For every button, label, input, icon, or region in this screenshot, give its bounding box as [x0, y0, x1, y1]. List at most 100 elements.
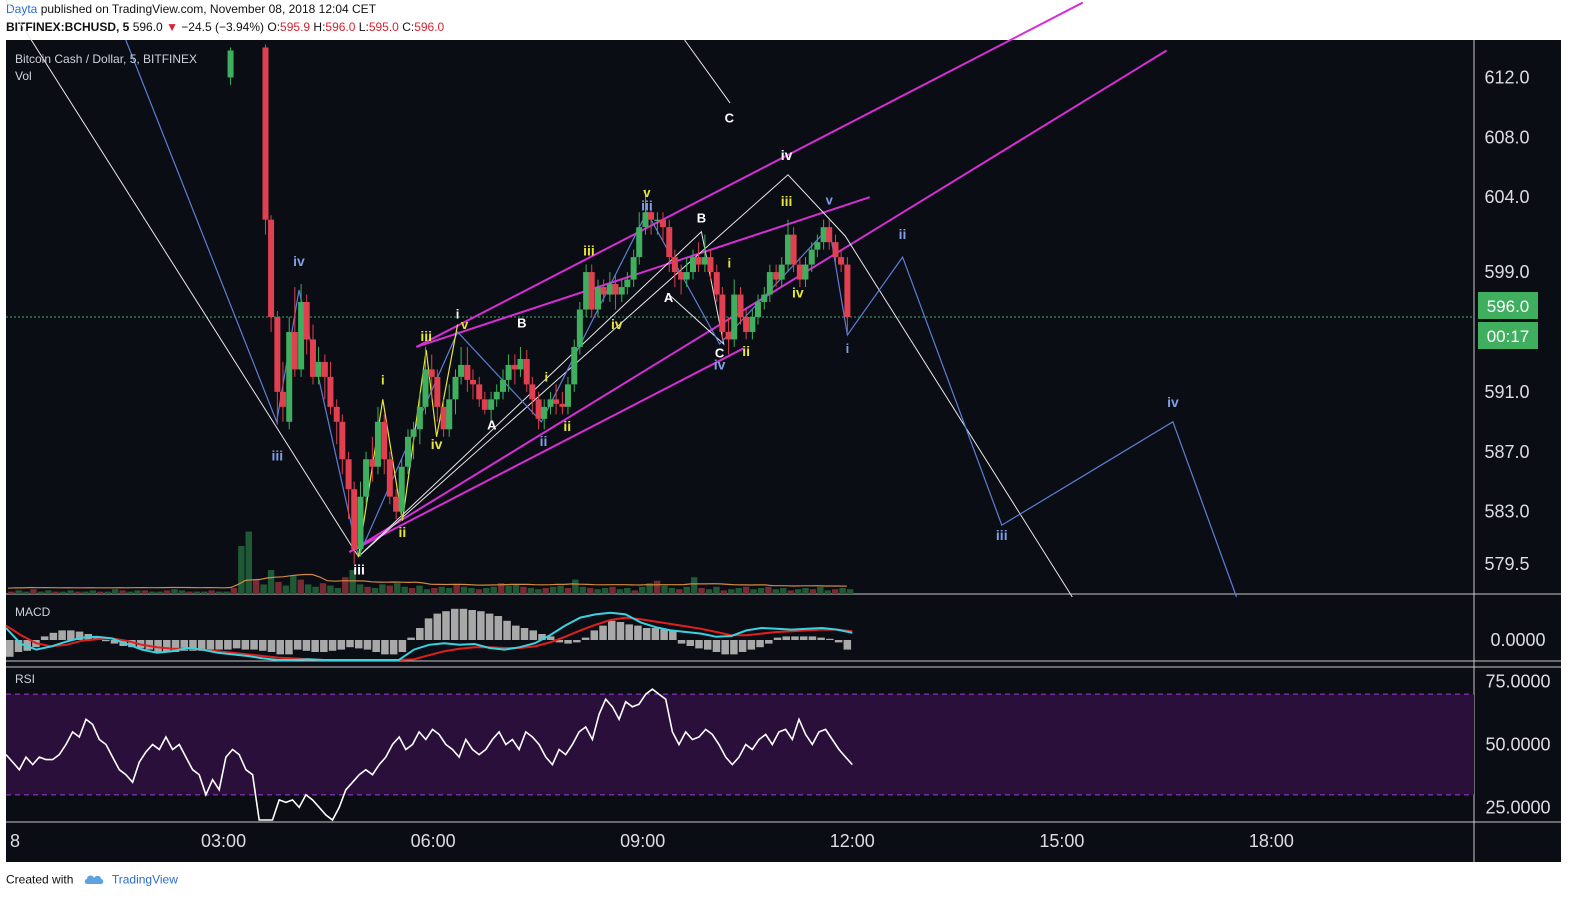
candle-body[interactable] [291, 331, 298, 370]
candle-body[interactable] [523, 358, 530, 385]
candle-body[interactable] [357, 496, 364, 550]
candle-body[interactable] [298, 302, 305, 370]
candle-body[interactable] [713, 272, 720, 295]
candle-body[interactable] [481, 399, 488, 410]
candles[interactable] [227, 44, 851, 565]
candle-body[interactable] [493, 391, 500, 400]
candle-body[interactable] [606, 284, 613, 295]
candle-body[interactable] [785, 234, 792, 265]
candle-body[interactable] [339, 421, 346, 460]
candle-body[interactable] [754, 302, 761, 317]
candle-body[interactable] [321, 361, 328, 377]
candle-body[interactable] [315, 361, 322, 377]
candle-body[interactable] [393, 496, 400, 512]
candle-body[interactable] [600, 287, 607, 295]
candle-body[interactable] [446, 399, 453, 430]
candle-body[interactable] [707, 257, 714, 273]
candle-body[interactable] [309, 339, 316, 377]
candle-body[interactable] [743, 317, 750, 332]
candle-body[interactable] [434, 376, 441, 407]
candle-body[interactable] [630, 257, 637, 280]
candle-body[interactable] [790, 234, 797, 265]
candle-body[interactable] [624, 279, 631, 288]
candle-body[interactable] [286, 331, 293, 422]
candle-body[interactable] [363, 459, 370, 497]
candle-body[interactable] [659, 219, 666, 228]
candle-body[interactable] [826, 227, 833, 243]
candle-body[interactable] [428, 369, 435, 377]
candle-body[interactable] [511, 364, 518, 370]
candle-body[interactable] [416, 406, 423, 430]
candle-body[interactable] [583, 272, 590, 310]
tradingview-link[interactable]: TradingView [111, 872, 178, 887]
candle-body[interactable] [374, 421, 381, 467]
candle-body[interactable] [227, 50, 234, 78]
candle-body[interactable] [499, 379, 506, 392]
candle-body[interactable] [766, 272, 773, 295]
candle-body[interactable] [683, 272, 690, 280]
candle-body[interactable] [761, 294, 768, 303]
candle-body[interactable] [476, 384, 483, 400]
candle-body[interactable] [838, 257, 845, 265]
candle-body[interactable] [690, 257, 697, 273]
candle-body[interactable] [642, 212, 649, 228]
candle-body[interactable] [576, 309, 583, 347]
candle-body[interactable] [535, 399, 542, 419]
candle-body[interactable] [327, 376, 334, 407]
candle-body[interactable] [369, 459, 376, 467]
candle-body[interactable] [410, 429, 417, 437]
candle-body[interactable] [386, 459, 393, 497]
candle-body[interactable] [671, 257, 678, 273]
candle-body[interactable] [778, 264, 785, 280]
candle-body[interactable] [345, 459, 352, 490]
candle-body[interactable] [553, 399, 560, 404]
candle-body[interactable] [488, 399, 495, 410]
candle-body[interactable] [422, 369, 429, 407]
candle-body[interactable] [464, 364, 471, 380]
candle-body[interactable] [749, 317, 756, 332]
candle-body[interactable] [351, 489, 358, 550]
candle-body[interactable] [808, 249, 815, 265]
candle-body[interactable] [458, 364, 465, 377]
candle-body[interactable] [564, 384, 571, 407]
candle-body[interactable] [333, 406, 340, 422]
candle-body[interactable] [452, 376, 459, 400]
candle-body[interactable] [279, 391, 286, 407]
candle-body[interactable] [844, 264, 851, 317]
candle-body[interactable] [559, 403, 566, 407]
candle-body[interactable] [737, 294, 744, 317]
candle-body[interactable] [814, 242, 821, 250]
candle-body[interactable] [469, 379, 476, 385]
candle-body[interactable] [505, 364, 512, 380]
candle-body[interactable] [398, 466, 405, 512]
candle-body[interactable] [832, 242, 839, 258]
candle-body[interactable] [571, 346, 578, 385]
candle-body[interactable] [274, 317, 281, 392]
candle-body[interactable] [796, 264, 803, 280]
candle-body[interactable] [618, 287, 625, 295]
candle-body[interactable] [695, 257, 702, 265]
candle-body[interactable] [529, 384, 536, 400]
candle-body[interactable] [719, 294, 726, 332]
candle-body[interactable] [262, 47, 269, 220]
candle-body[interactable] [588, 272, 595, 310]
candle-body[interactable] [636, 227, 643, 258]
tradingview-logo-icon[interactable] [83, 872, 105, 889]
candle-body[interactable] [802, 264, 809, 280]
candle-body[interactable] [678, 272, 685, 280]
candle-body[interactable] [517, 358, 524, 370]
candle-body[interactable] [303, 302, 310, 340]
candle-body[interactable] [731, 294, 738, 340]
candle-body[interactable] [725, 331, 732, 340]
candle-body[interactable] [440, 406, 447, 430]
candle-body[interactable] [595, 287, 601, 310]
candle-body[interactable] [268, 219, 275, 317]
candle-body[interactable] [773, 272, 780, 280]
candle-body[interactable] [547, 399, 554, 407]
candle-body[interactable] [404, 436, 411, 467]
candle-body[interactable] [612, 284, 619, 295]
candle-body[interactable] [648, 212, 655, 220]
candle-body[interactable] [820, 227, 827, 243]
candle-body[interactable] [541, 406, 548, 419]
